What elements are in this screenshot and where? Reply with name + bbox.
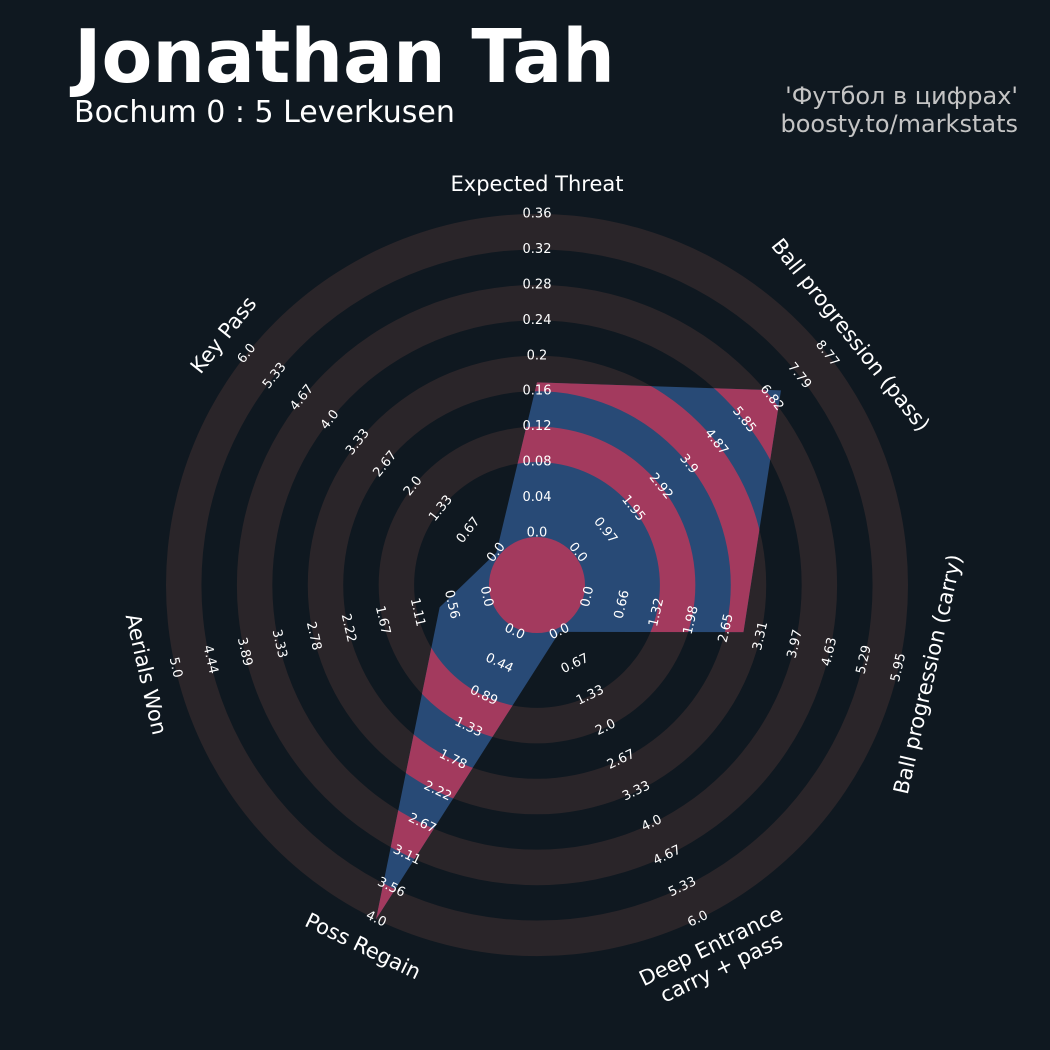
credit: 'Футбол в цифрах' <box>785 82 1018 110</box>
tick-label: 0.66 <box>612 589 633 621</box>
tick-label: 0.0 <box>477 585 496 609</box>
tick-label: 4.63 <box>819 636 840 668</box>
tick-label: 1.98 <box>681 604 702 636</box>
param-label-line: Expected Threat <box>451 172 624 196</box>
tick-label: 0.08 <box>523 455 552 470</box>
tick-label: 1.11 <box>407 597 428 629</box>
chart-subtitle: Bochum 0 : 5 Leverkusen <box>74 95 455 130</box>
tick-label: 2.22 <box>338 612 359 644</box>
tick-label: 0.16 <box>523 384 552 399</box>
tick-label: 0.12 <box>523 419 552 434</box>
tick-label: 0.0 <box>578 585 597 609</box>
tick-label: 0.32 <box>523 242 552 257</box>
tick-label: 0.56 <box>441 589 462 621</box>
credit: boosty.to/markstats <box>781 110 1019 138</box>
center-disc <box>489 537 585 633</box>
tick-label: 3.31 <box>750 620 771 652</box>
tick-label: 0.24 <box>523 313 552 328</box>
tick-label: 0.2 <box>527 348 548 363</box>
tick-label: 4.44 <box>200 644 221 676</box>
tick-label: 0.36 <box>523 207 552 222</box>
param-label: Expected Threat <box>451 172 624 196</box>
tick-label: 5.95 <box>888 652 909 684</box>
tick-label: 1.32 <box>646 597 667 629</box>
tick-label: 3.89 <box>234 636 255 668</box>
tick-label: 5.0 <box>166 656 185 680</box>
tick-label: 0.0 <box>527 526 548 541</box>
tick-label: 3.33 <box>269 628 290 660</box>
tick-label: 3.97 <box>785 628 806 660</box>
tick-label: 2.65 <box>716 612 737 644</box>
tick-label: 0.04 <box>523 490 552 505</box>
chart-title: Jonathan Tah <box>69 14 615 100</box>
tick-label: 1.67 <box>372 604 393 636</box>
tick-label: 2.78 <box>303 620 324 652</box>
radar-area <box>376 382 781 920</box>
tick-label: 0.28 <box>523 277 552 292</box>
tick-label: 5.29 <box>854 644 875 676</box>
